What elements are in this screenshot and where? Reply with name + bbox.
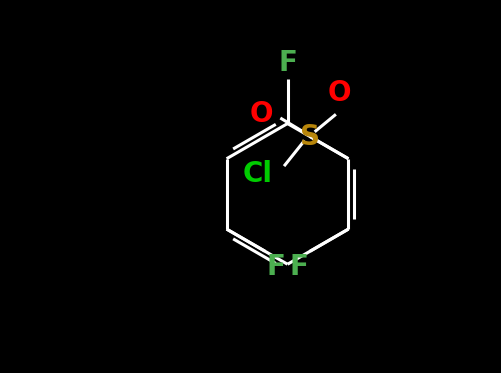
Text: O: O [328,79,351,107]
Text: F: F [289,253,308,281]
Text: S: S [300,122,320,151]
Text: F: F [267,253,286,281]
Text: O: O [249,100,273,128]
Text: F: F [278,49,297,77]
Text: Cl: Cl [243,160,273,188]
